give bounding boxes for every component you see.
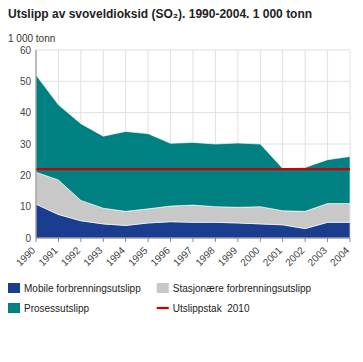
x-tick-label: 1999 (216, 244, 240, 268)
x-tick (327, 238, 328, 242)
x-tick (260, 238, 261, 242)
legend-item: Stasjonære forbrenningsutslipp (157, 283, 312, 294)
x-tick (215, 238, 216, 242)
y-axis (36, 50, 37, 238)
x-tick-label: 1991 (36, 244, 60, 268)
y-tick-label: 10 (20, 201, 32, 212)
grid (36, 50, 350, 238)
x-tick (350, 238, 351, 242)
x-tick-label: 2002 (283, 244, 307, 268)
x-tick-label: 1994 (104, 244, 128, 268)
legend-label: Stasjonære forbrenningsutslipp (173, 283, 312, 294)
y-tick-label: 50 (20, 76, 32, 87)
legend-swatch (157, 307, 169, 309)
y-tick-label: 40 (20, 107, 32, 118)
x-tick-label: 1992 (59, 244, 83, 268)
legend-label: Mobile forbrenningsutslipp (24, 283, 141, 294)
x-tick-label: 1990 (14, 244, 38, 268)
chart: Utslipp av svoveldioksid (SO₂). 1990-200… (0, 0, 363, 362)
legend-item: Mobile forbrenningsutslipp (8, 283, 141, 294)
y-tick-label: 20 (20, 170, 32, 181)
reference-line (36, 168, 350, 170)
y-tick-label: 0 (25, 233, 31, 244)
legend-swatch (157, 283, 169, 293)
plot-area (36, 75, 350, 238)
x-tick (237, 238, 238, 242)
x-tick (80, 238, 81, 242)
x-axis (36, 238, 350, 239)
x-tick (193, 238, 194, 242)
x-tick-label: 2004 (328, 244, 352, 268)
x-tick (282, 238, 283, 242)
x-tick (103, 238, 104, 242)
x-tick-label: 1996 (148, 244, 172, 268)
title: Utslipp av svoveldioksid (SO₂). 1990-200… (8, 7, 312, 21)
x-tick (148, 238, 149, 242)
x-tick-label: 1997 (171, 244, 195, 268)
area-band (36, 75, 350, 211)
x-tick-label: 1995 (126, 244, 150, 268)
y-tick-label: 60 (20, 45, 32, 56)
legend: Mobile forbrenningsutslipp Stasjonære for… (8, 283, 312, 314)
x-tick (170, 238, 171, 242)
x-tick-label: 1993 (81, 244, 105, 268)
legend-item: Prosessutslipp (8, 303, 89, 314)
x-tick-label: 2003 (305, 244, 329, 268)
x-tick (58, 238, 59, 242)
x-tick-label: 2001 (261, 244, 285, 268)
x-tick (305, 238, 306, 242)
legend-label: Utslippstak 2010 (173, 303, 250, 314)
legend-swatch (8, 283, 20, 293)
y-grid-line (36, 238, 350, 239)
y-tick-label: 30 (20, 139, 32, 150)
legend-label: Prosessutslipp (24, 303, 89, 314)
x-grid-line (36, 50, 37, 238)
x-tick (36, 238, 37, 242)
x-tick-label: 2000 (238, 244, 262, 268)
x-tick (125, 238, 126, 242)
legend-swatch (8, 303, 20, 313)
x-tick-label: 1998 (193, 244, 217, 268)
y-axis-label: 1 000 tonn (8, 33, 55, 44)
legend-item: Utslippstak 2010 (157, 303, 250, 314)
